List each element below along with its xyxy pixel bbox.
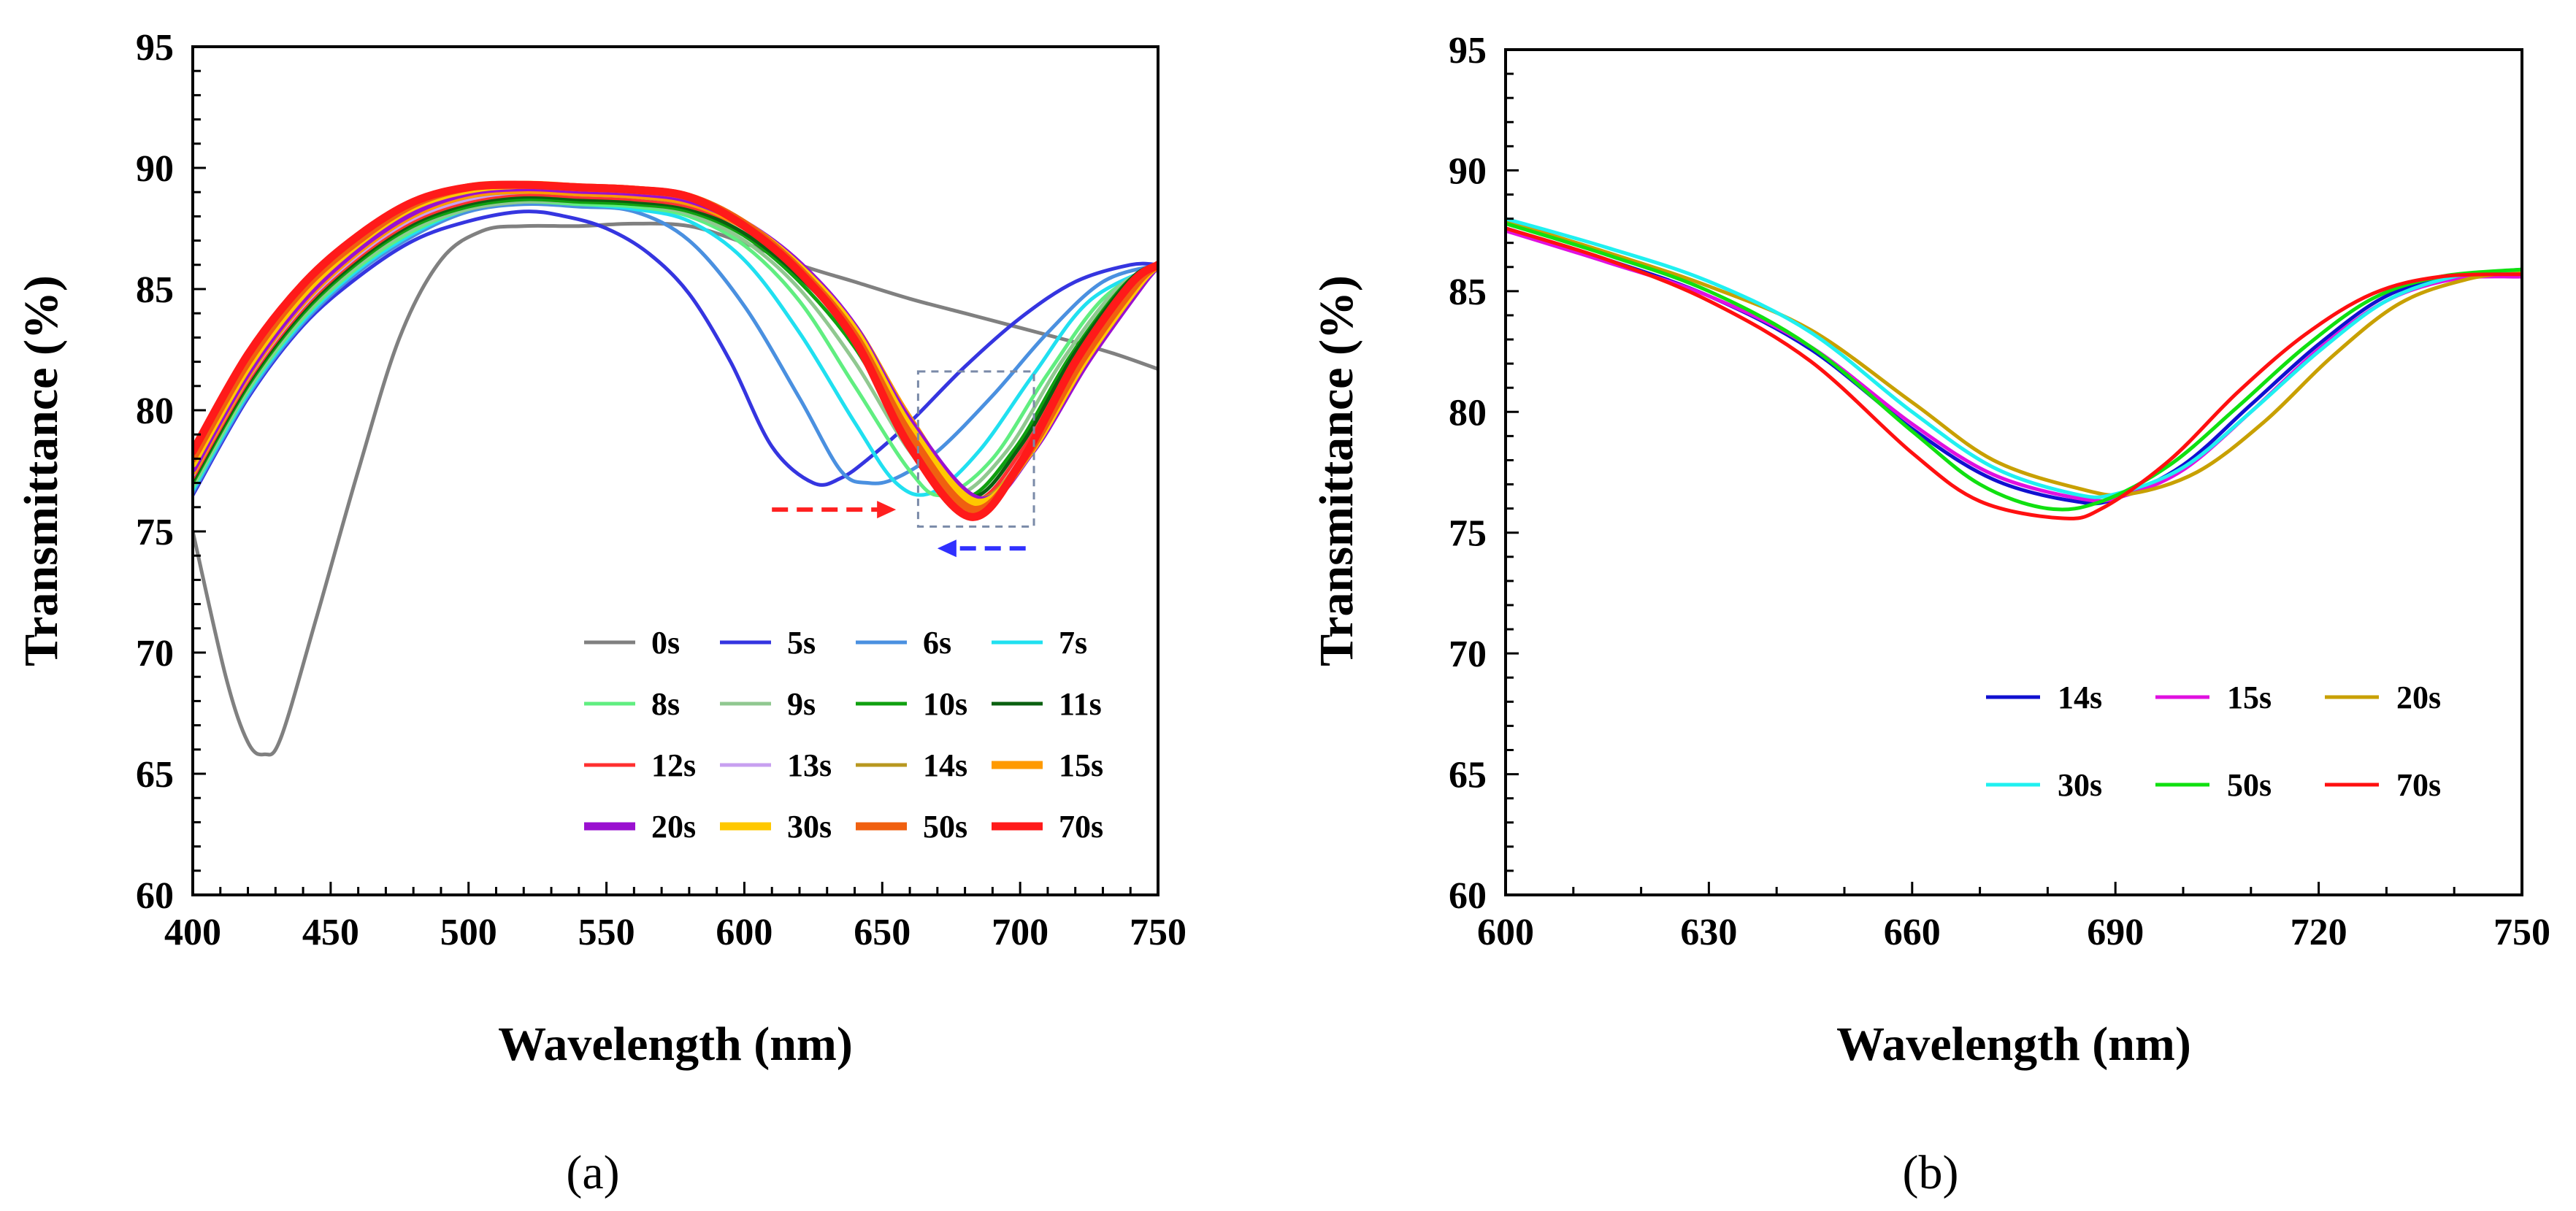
legend-label-70s: 70s [2396, 767, 2441, 803]
y-tick-label: 85 [136, 269, 174, 311]
x-tick-label: 700 [992, 912, 1049, 953]
panel-b-label: (b) [1903, 1146, 1959, 1199]
series-line-6s [193, 202, 1158, 495]
y-tick-label: 85 [1449, 272, 1487, 313]
x-tick-label: 660 [1884, 912, 1941, 953]
panel-b: 600 630 660 690 720 750 60 65 70 75 80 85 90 95 Wavel… [1310, 30, 2550, 1199]
y-tick-label: 95 [1449, 30, 1487, 72]
shift-arrowhead-left [937, 539, 957, 558]
legend-label-50s: 50s [923, 809, 967, 845]
series-line-5s [193, 209, 1158, 497]
legend-label-12s: 12s [651, 747, 696, 783]
series-line-50s [1506, 221, 2522, 512]
legend-label-7s: 7s [1059, 625, 1087, 661]
x-tick-label: 750 [2493, 912, 2550, 953]
y-tick-label: 75 [136, 512, 174, 553]
legend-label-20s: 20s [651, 809, 696, 845]
legend-label-14s: 14s [2058, 680, 2102, 715]
y-tick-label: 90 [136, 148, 174, 190]
legend-label-30s: 30s [2058, 767, 2102, 803]
y-tick-label: 65 [1449, 755, 1487, 796]
legend-label-20s: 20s [2396, 680, 2441, 715]
y-tick-label: 65 [136, 754, 174, 796]
panel-a-x-axis-title: Wavelength (nm) [498, 1018, 853, 1071]
legend-label-70s: 70s [1059, 809, 1103, 845]
legend-label-14s: 14s [923, 747, 967, 783]
panel-a-y-axis-title: Transmittance (%) [15, 275, 68, 666]
series-line-70s [1506, 226, 2522, 520]
panel-a-legend: 0s 5s 6s 7s 8s 9s 10s 11s 12s 13s 14s 15s 20s 30s 50s 7… [584, 625, 1103, 845]
legend-label-8s: 8s [651, 686, 680, 722]
y-tick-label: 80 [1449, 392, 1487, 434]
y-tick-label: 95 [136, 27, 174, 69]
legend-label-9s: 9s [787, 686, 816, 722]
series-line-20s [1506, 219, 2522, 497]
x-tick-label: 600 [716, 912, 773, 953]
x-tick-label: 690 [2087, 912, 2144, 953]
y-tick-label: 60 [136, 875, 174, 917]
x-tick-label: 450 [302, 912, 359, 953]
y-tick-label: 75 [1449, 513, 1487, 555]
panel-b-legend: 14s 15s 20s 30s 50s 70s [1986, 680, 2441, 803]
legend-label-50s: 50s [2227, 767, 2272, 803]
y-tick-label: 60 [1449, 875, 1487, 917]
legend-label-15s: 15s [2227, 680, 2272, 715]
shift-arrowhead-right [877, 501, 897, 519]
x-tick-label: 400 [164, 912, 221, 953]
legend-label-13s: 13s [787, 747, 832, 783]
y-tick-label: 90 [1449, 150, 1487, 192]
y-tick-label: 70 [1449, 634, 1487, 675]
panel-a: 400 450 500 550 600 650 700 750 60 65 70 75 80 85 90 95… [15, 27, 1187, 1199]
x-tick-label: 630 [1680, 912, 1737, 953]
y-tick-label: 70 [136, 633, 174, 674]
x-tick-label: 750 [1130, 912, 1187, 953]
x-tick-label: 500 [440, 912, 497, 953]
panel-b-y-axis-title: Transmittance (%) [1310, 275, 1363, 666]
legend-label-10s: 10s [923, 686, 967, 722]
legend-label-30s: 30s [787, 809, 832, 845]
legend-label-0s: 0s [651, 625, 680, 661]
x-tick-label: 720 [2291, 912, 2347, 953]
legend-label-6s: 6s [923, 625, 951, 661]
panel-a-plot-frame [191, 45, 1159, 896]
panel-b-plot-frame [1504, 48, 2523, 896]
x-tick-label: 650 [854, 912, 911, 953]
series-line-0s [193, 221, 1158, 757]
zoom-region-box [916, 370, 1035, 528]
legend-label-11s: 11s [1059, 686, 1102, 722]
series-line-30s [1506, 217, 2522, 499]
x-tick-label: 600 [1477, 912, 1534, 953]
y-tick-label: 80 [136, 391, 174, 432]
legend-label-5s: 5s [787, 625, 816, 661]
series-line-70s [193, 180, 1158, 521]
panel-b-x-axis-title: Wavelength (nm) [1836, 1018, 2191, 1071]
x-tick-label: 550 [578, 912, 635, 953]
panel-a-label: (a) [566, 1146, 619, 1199]
legend-label-15s: 15s [1059, 747, 1103, 783]
series-line-10s [193, 197, 1158, 500]
